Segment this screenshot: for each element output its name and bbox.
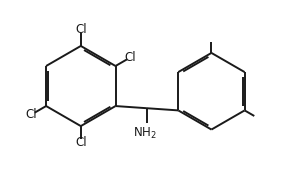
Text: NH$_2$: NH$_2$	[133, 126, 157, 141]
Text: Cl: Cl	[124, 51, 136, 64]
Text: Cl: Cl	[75, 136, 87, 149]
Text: Cl: Cl	[75, 23, 87, 36]
Text: Cl: Cl	[26, 108, 37, 121]
